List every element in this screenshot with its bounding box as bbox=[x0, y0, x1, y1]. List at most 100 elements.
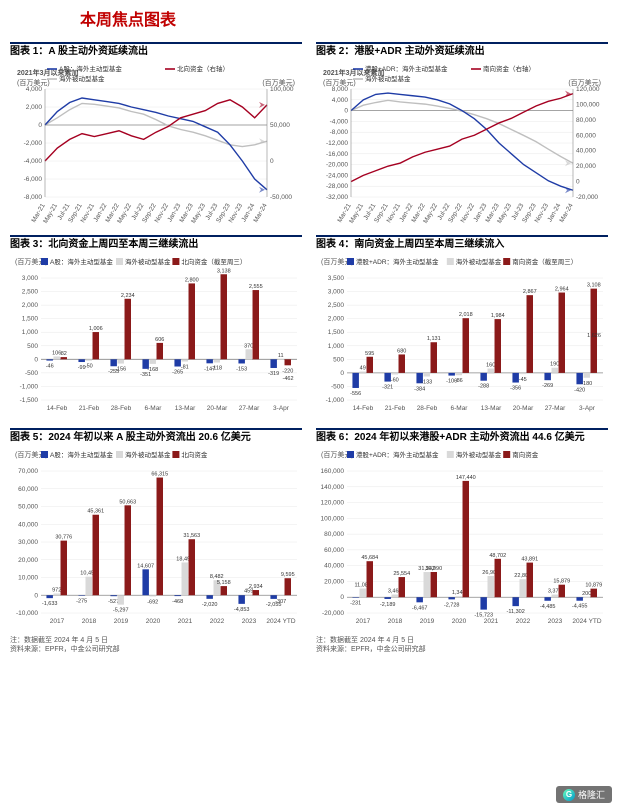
svg-text:20-Mar: 20-Mar bbox=[207, 405, 228, 412]
svg-text:-180: -180 bbox=[581, 381, 592, 387]
chart3-box: (百万美元)A股：海外主动型基金海外被动型基金北向资金（截至周三）-1,500-… bbox=[10, 254, 302, 422]
svg-text:-6,000: -6,000 bbox=[24, 176, 43, 183]
svg-text:45,361: 45,361 bbox=[87, 509, 104, 515]
svg-text:1,006: 1,006 bbox=[89, 326, 103, 332]
svg-text:海外被动型基金: 海外被动型基金 bbox=[125, 450, 171, 459]
watermark-icon: G bbox=[563, 789, 575, 801]
svg-text:100,000: 100,000 bbox=[270, 86, 294, 93]
svg-text:-168: -168 bbox=[147, 367, 158, 373]
svg-text:-4,853: -4,853 bbox=[234, 607, 250, 613]
svg-text:2,000: 2,000 bbox=[328, 316, 345, 323]
svg-text:140,000: 140,000 bbox=[321, 484, 345, 491]
chart5-box: (百万美元)A股：海外主动型基金海外被动型基金北向资金-10,000010,00… bbox=[10, 447, 302, 635]
svg-text:2024 YTD: 2024 YTD bbox=[572, 618, 601, 625]
svg-text:-86: -86 bbox=[455, 378, 463, 384]
panel-chart6: 图表 6：2024 年初以来港股+ADR 主动外资流出 44.6 亿美元 (百万… bbox=[316, 428, 608, 655]
svg-text:-6,467: -6,467 bbox=[412, 605, 428, 611]
svg-text:2019: 2019 bbox=[420, 618, 435, 625]
svg-text:南向资金（截至周三）: 南向资金（截至周三） bbox=[512, 257, 577, 266]
svg-text:2020: 2020 bbox=[146, 618, 161, 625]
svg-text:2,555: 2,555 bbox=[249, 284, 263, 290]
svg-text:-307: -307 bbox=[275, 599, 286, 605]
panel-chart4: 图表 4：南向资金上周四至本周三继续流入 (百万美元)港股+ADR：海外主动型基… bbox=[316, 235, 608, 422]
svg-text:-81: -81 bbox=[181, 365, 189, 371]
svg-text:30,776: 30,776 bbox=[55, 535, 72, 541]
svg-text:-1,633: -1,633 bbox=[42, 601, 58, 607]
svg-text:-8,000: -8,000 bbox=[24, 194, 43, 201]
svg-text:160: 160 bbox=[486, 363, 495, 369]
svg-text:-1,000: -1,000 bbox=[326, 397, 345, 404]
panel-chart2: 图表 2：港股+ADR 主动外资延续流出 2021年3月以来累加(百万美元)(百… bbox=[316, 42, 608, 229]
svg-text:49: 49 bbox=[360, 366, 366, 372]
svg-text:82: 82 bbox=[61, 351, 67, 357]
svg-text:-2,020: -2,020 bbox=[202, 602, 218, 608]
chart2-title: 图表 2：港股+ADR 主动外资延续流出 bbox=[316, 46, 608, 59]
svg-text:2,500: 2,500 bbox=[22, 289, 39, 296]
svg-text:80,000: 80,000 bbox=[576, 117, 596, 124]
svg-text:-20,000: -20,000 bbox=[322, 610, 344, 617]
svg-text:972: 972 bbox=[52, 588, 61, 594]
svg-text:2021: 2021 bbox=[178, 618, 193, 625]
chart1-box: 2021年3月以来累加(百万美元)(百万美元)A股：海外主动型基金北向资金（右轴… bbox=[10, 61, 302, 229]
svg-text:-275: -275 bbox=[76, 599, 87, 605]
svg-text:-319: -319 bbox=[268, 371, 279, 377]
svg-text:66,315: 66,315 bbox=[151, 472, 168, 478]
svg-text:50,000: 50,000 bbox=[270, 122, 290, 129]
svg-text:3,000: 3,000 bbox=[328, 289, 345, 296]
svg-text:-45: -45 bbox=[519, 377, 527, 383]
svg-text:680: 680 bbox=[397, 348, 406, 354]
svg-text:-288: -288 bbox=[478, 384, 489, 390]
svg-text:海外被动型基金: 海外被动型基金 bbox=[456, 257, 502, 266]
svg-text:60,000: 60,000 bbox=[576, 132, 596, 139]
chart6-box: (百万美元)港股+ADR：海外主动型基金海外被动型基金南向资金-20,00002… bbox=[316, 447, 608, 635]
svg-text:-12,000: -12,000 bbox=[326, 140, 348, 147]
svg-text:3,138: 3,138 bbox=[217, 268, 231, 274]
svg-text:147,440: 147,440 bbox=[456, 475, 476, 481]
svg-text:15,879: 15,879 bbox=[553, 579, 570, 585]
svg-text:70,000: 70,000 bbox=[18, 468, 38, 475]
svg-text:2017: 2017 bbox=[50, 618, 65, 625]
svg-text:1,984: 1,984 bbox=[491, 313, 505, 319]
svg-text:27-Mar: 27-Mar bbox=[239, 405, 260, 412]
svg-text:4,000: 4,000 bbox=[26, 86, 43, 93]
svg-text:30,000: 30,000 bbox=[18, 539, 38, 546]
svg-text:-5,297: -5,297 bbox=[113, 608, 129, 614]
svg-text:4,000: 4,000 bbox=[332, 97, 349, 104]
svg-text:-32,000: -32,000 bbox=[326, 194, 348, 201]
svg-text:1,000: 1,000 bbox=[22, 329, 39, 336]
svg-text:-321: -321 bbox=[382, 385, 393, 391]
svg-text:2,867: 2,867 bbox=[523, 289, 537, 295]
panel-chart3: 图表 3：北向资金上周四至本周三继续流出 (百万美元)A股：海外主动型基金海外被… bbox=[10, 235, 302, 422]
svg-text:3,500: 3,500 bbox=[328, 275, 345, 282]
svg-text:A股：海外主动型基金: A股：海外主动型基金 bbox=[59, 64, 122, 73]
svg-text:-4,455: -4,455 bbox=[572, 604, 588, 610]
svg-text:-500: -500 bbox=[331, 383, 344, 390]
svg-text:2022: 2022 bbox=[516, 618, 531, 625]
svg-text:14-Feb: 14-Feb bbox=[353, 405, 374, 412]
svg-text:-20,000: -20,000 bbox=[576, 194, 598, 201]
svg-text:595: 595 bbox=[365, 351, 374, 357]
svg-text:28-Feb: 28-Feb bbox=[111, 405, 132, 412]
svg-text:100,000: 100,000 bbox=[321, 515, 345, 522]
panel-chart1: 图表 1：A 股主动外资延续流出 2021年3月以来累加(百万美元)(百万美元)… bbox=[10, 42, 302, 229]
svg-text:20,000: 20,000 bbox=[576, 163, 596, 170]
svg-text:港股+ADR：海外主动型基金: 港股+ADR：海外主动型基金 bbox=[356, 257, 439, 266]
svg-text:-2,728: -2,728 bbox=[444, 602, 460, 608]
svg-text:500: 500 bbox=[27, 343, 38, 350]
svg-text:45,684: 45,684 bbox=[361, 555, 378, 561]
svg-text:-4,485: -4,485 bbox=[540, 604, 556, 610]
svg-text:0: 0 bbox=[34, 356, 38, 363]
svg-text:-46: -46 bbox=[46, 364, 54, 370]
svg-text:海外被动型基金: 海外被动型基金 bbox=[365, 74, 411, 83]
svg-text:2022: 2022 bbox=[210, 618, 225, 625]
svg-text:27-Mar: 27-Mar bbox=[545, 405, 566, 412]
svg-text:-20,000: -20,000 bbox=[326, 162, 348, 169]
chart5-title: 图表 5：2024 年初以来 A 股主动外资流出 20.6 亿美元 bbox=[10, 432, 302, 445]
svg-text:2,934: 2,934 bbox=[249, 584, 263, 590]
svg-text:1,626: 1,626 bbox=[587, 333, 601, 339]
svg-text:0: 0 bbox=[270, 158, 274, 165]
svg-text:-4,000: -4,000 bbox=[24, 158, 43, 165]
svg-text:28-Feb: 28-Feb bbox=[417, 405, 438, 412]
svg-text:0: 0 bbox=[340, 594, 344, 601]
svg-text:20-Mar: 20-Mar bbox=[513, 405, 534, 412]
